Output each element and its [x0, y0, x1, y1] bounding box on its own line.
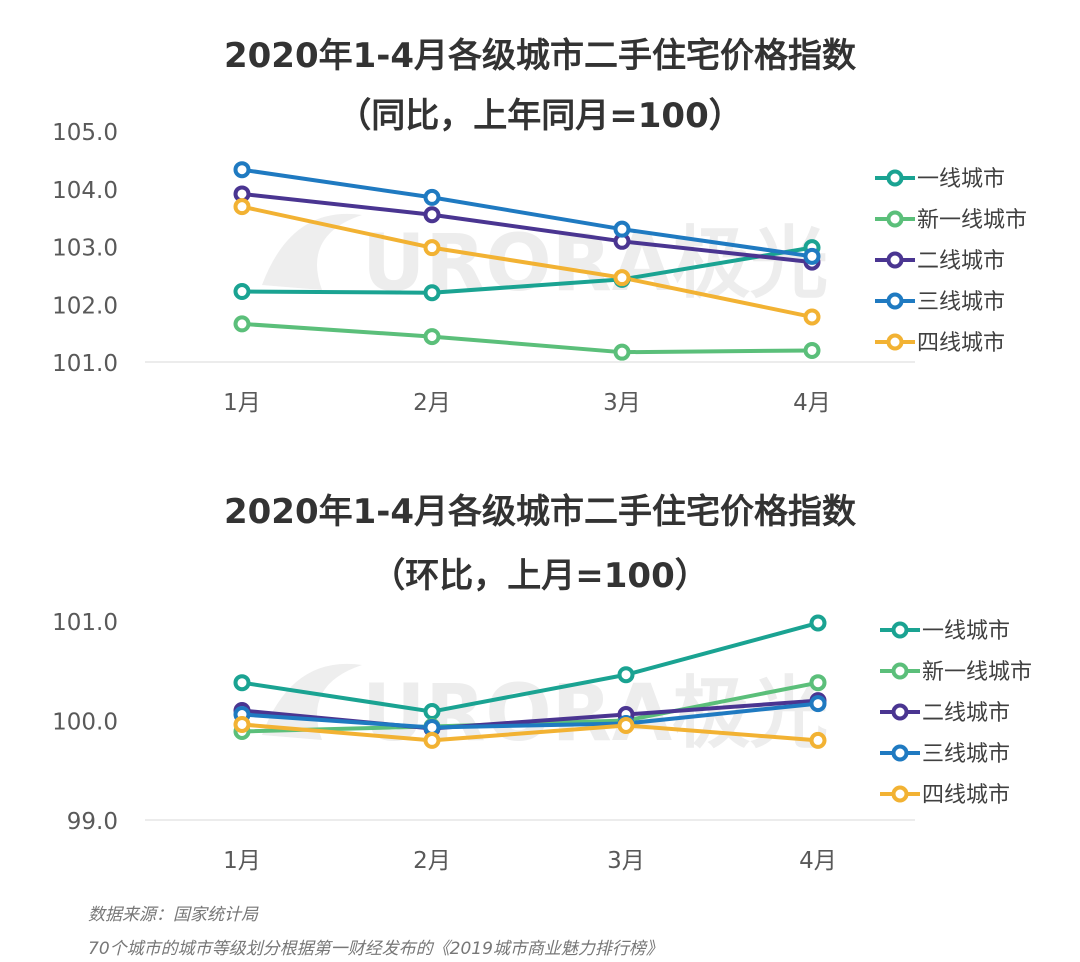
classification-note: 70个城市的城市等级划分根据第一财经发布的《2019城市商业魅力排行榜》 — [88, 939, 663, 959]
x-tick-label: 1月 — [223, 390, 261, 416]
y-tick-label: 105.0 — [52, 120, 118, 146]
data-point — [613, 343, 631, 361]
data-point — [803, 247, 821, 265]
legend-marker — [886, 169, 904, 187]
data-point — [803, 308, 821, 326]
legend-marker — [886, 333, 904, 351]
source-note: 数据来源：国家统计局 — [88, 905, 258, 925]
watermark-swoosh-icon — [262, 663, 362, 740]
legend-marker — [891, 703, 909, 721]
series-line — [241, 245, 813, 295]
legend-item: 三线城市 — [880, 742, 1010, 767]
legend-marker — [886, 292, 904, 310]
legend-item: 一线城市 — [875, 167, 1005, 192]
legend-label: 二线城市 — [917, 249, 1005, 274]
series-line — [241, 204, 813, 319]
legend-item: 新一线城市 — [880, 660, 1032, 685]
legend-label: 三线城市 — [922, 742, 1010, 767]
series-line — [241, 621, 819, 714]
data-point — [809, 731, 827, 749]
watermark-swoosh-icon — [262, 213, 362, 290]
data-point — [423, 284, 441, 302]
series-line — [241, 722, 819, 743]
legend-item: 四线城市 — [880, 783, 1010, 808]
series-line — [241, 701, 819, 730]
legend-item: 二线城市 — [875, 249, 1005, 274]
legend-marker — [891, 744, 909, 762]
y-tick-label: 103.0 — [52, 236, 118, 262]
x-tick-label: 3月 — [607, 848, 645, 874]
data-point — [233, 161, 251, 179]
data-point — [617, 666, 635, 684]
data-point — [809, 695, 827, 713]
data-point — [809, 674, 827, 692]
x-tick-label: 1月 — [223, 848, 261, 874]
data-point — [233, 198, 251, 216]
legend-label: 一线城市 — [922, 619, 1010, 644]
x-tick-label: 2月 — [413, 390, 451, 416]
legend-marker — [891, 621, 909, 639]
data-point — [233, 715, 251, 733]
chart1-title-line2: （同比，上年同月=100） — [337, 96, 743, 136]
legend-item: 四线城市 — [875, 331, 1005, 356]
legend-label: 一线城市 — [917, 167, 1005, 192]
legend-marker — [886, 251, 904, 269]
y-tick-label: 104.0 — [52, 178, 118, 204]
series-line — [241, 191, 813, 265]
legend-item: 三线城市 — [875, 290, 1005, 315]
y-tick-label: 99.0 — [67, 809, 118, 835]
data-point — [617, 716, 635, 734]
series-line — [241, 167, 813, 259]
legend-label: 新一线城市 — [917, 208, 1027, 233]
x-tick-label: 2月 — [413, 848, 451, 874]
data-point — [803, 341, 821, 359]
legend-label: 三线城市 — [917, 290, 1005, 315]
legend-item: 新一线城市 — [875, 208, 1027, 233]
data-point — [423, 731, 441, 749]
chart2-title-line1: 2020年1-4月各级城市二手住宅价格指数 — [223, 492, 857, 532]
legend-label: 新一线城市 — [922, 660, 1032, 685]
series-line — [241, 321, 813, 355]
legend-label: 二线城市 — [922, 701, 1010, 726]
data-point — [423, 206, 441, 224]
y-tick-label: 102.0 — [52, 293, 118, 319]
data-point — [233, 283, 251, 301]
data-point — [423, 703, 441, 721]
x-tick-label: 4月 — [799, 848, 837, 874]
legend-marker — [891, 785, 909, 803]
data-point — [423, 328, 441, 346]
y-tick-label: 101.0 — [52, 610, 118, 636]
x-tick-label: 3月 — [603, 390, 641, 416]
legend-label: 四线城市 — [917, 331, 1005, 356]
y-tick-label: 101.0 — [52, 351, 118, 377]
data-point — [233, 315, 251, 333]
x-tick-label: 4月 — [793, 390, 831, 416]
legend-item: 二线城市 — [880, 701, 1010, 726]
legend-marker — [886, 210, 904, 228]
data-point — [613, 269, 631, 287]
data-point — [423, 188, 441, 206]
legend-item: 一线城市 — [880, 619, 1010, 644]
data-point — [613, 220, 631, 238]
y-tick-label: 100.0 — [52, 710, 118, 736]
chart1-title-line1: 2020年1-4月各级城市二手住宅价格指数 — [223, 36, 857, 76]
data-point — [233, 674, 251, 692]
data-point — [423, 239, 441, 257]
legend-label: 四线城市 — [922, 783, 1010, 808]
legend-marker — [891, 662, 909, 680]
data-point — [809, 614, 827, 632]
chart2-title-line2: （环比，上月=100） — [371, 556, 709, 596]
